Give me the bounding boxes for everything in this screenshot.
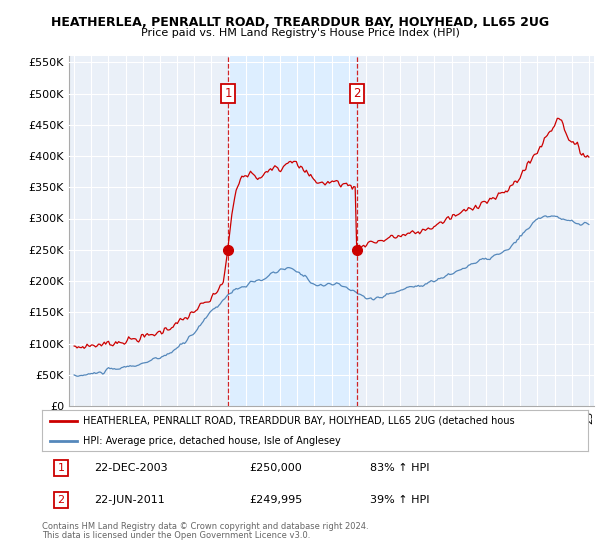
Text: £249,995: £249,995	[250, 495, 303, 505]
Text: This data is licensed under the Open Government Licence v3.0.: This data is licensed under the Open Gov…	[42, 531, 310, 540]
Text: 22-JUN-2011: 22-JUN-2011	[94, 495, 164, 505]
Text: Price paid vs. HM Land Registry's House Price Index (HPI): Price paid vs. HM Land Registry's House …	[140, 28, 460, 38]
Text: 22-DEC-2003: 22-DEC-2003	[94, 463, 167, 473]
Text: 39% ↑ HPI: 39% ↑ HPI	[370, 495, 429, 505]
Text: HPI: Average price, detached house, Isle of Anglesey: HPI: Average price, detached house, Isle…	[83, 436, 341, 446]
Text: 2: 2	[353, 87, 361, 100]
Text: £250,000: £250,000	[250, 463, 302, 473]
Bar	[228, 56, 357, 406]
Text: 2: 2	[58, 495, 65, 505]
Text: 1: 1	[58, 463, 65, 473]
Text: HEATHERLEA, PENRALLT ROAD, TREARDDUR BAY, HOLYHEAD, LL65 2UG: HEATHERLEA, PENRALLT ROAD, TREARDDUR BAY…	[51, 16, 549, 29]
Text: HEATHERLEA, PENRALLT ROAD, TREARDDUR BAY, HOLYHEAD, LL65 2UG (detached hous: HEATHERLEA, PENRALLT ROAD, TREARDDUR BAY…	[83, 416, 515, 426]
Text: 1: 1	[224, 87, 232, 100]
Text: 83% ↑ HPI: 83% ↑ HPI	[370, 463, 429, 473]
Text: Contains HM Land Registry data © Crown copyright and database right 2024.: Contains HM Land Registry data © Crown c…	[42, 522, 368, 531]
